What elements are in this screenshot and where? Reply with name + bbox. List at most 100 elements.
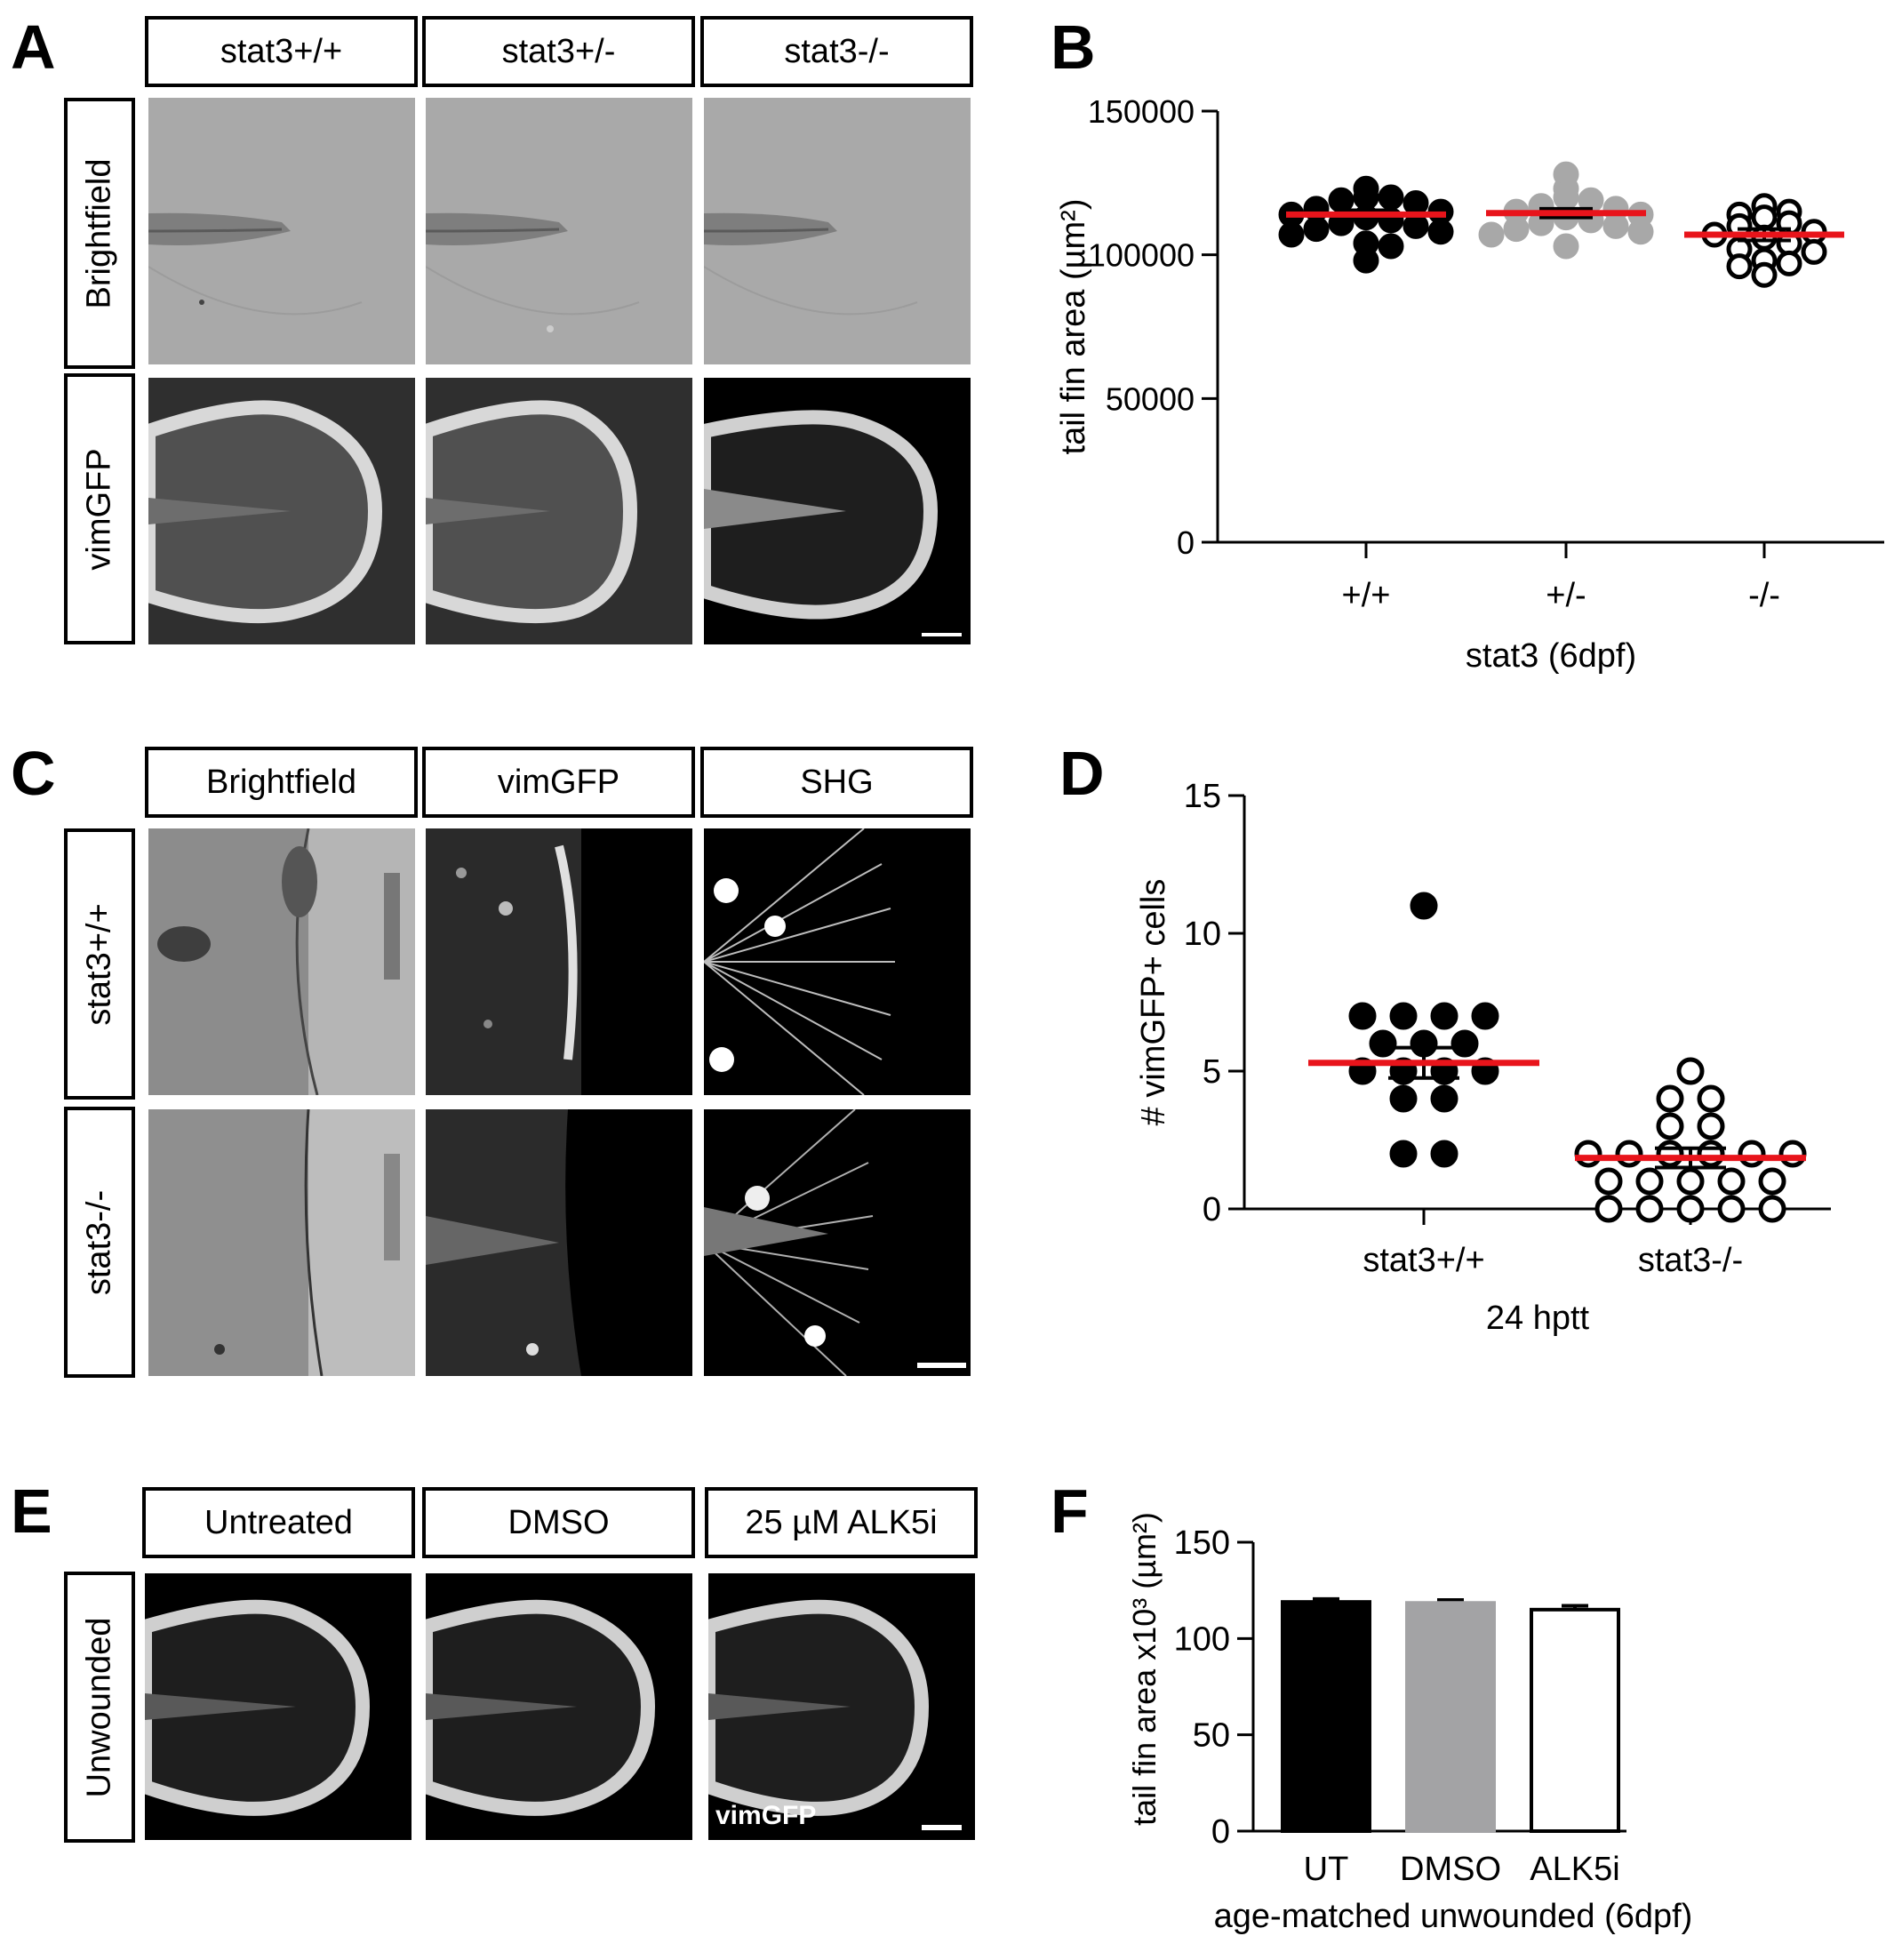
- y-tick-label: 0: [1203, 1191, 1221, 1228]
- x-axis-title: age-matched unwounded (6dpf): [1214, 1898, 1693, 1935]
- x-tick-label: ALK5i: [1530, 1851, 1619, 1888]
- micrograph-e-untreated: [145, 1573, 412, 1840]
- x-axis-title: stat3 (6dpf): [1466, 637, 1636, 675]
- column-header-c-1: Brightfield: [145, 747, 418, 818]
- data-point: [1278, 221, 1305, 248]
- data-point: [1751, 261, 1778, 288]
- x-tick-label: -/-: [1748, 577, 1780, 614]
- data-point: [1389, 1084, 1418, 1113]
- micrograph-e-dmso: [426, 1573, 692, 1840]
- data-point: [1627, 219, 1654, 245]
- row-header-e-1: Unwounded: [64, 1572, 135, 1843]
- column-header-c-2: vimGFP: [422, 747, 695, 818]
- data-point: [1676, 1057, 1705, 1085]
- micrograph-a-vimgfp-3: [704, 378, 971, 644]
- data-point: [1574, 1140, 1602, 1168]
- data-point: [1776, 250, 1802, 276]
- micrograph-a-brightfield-3: [704, 98, 971, 364]
- data-point: [1594, 1195, 1623, 1223]
- data-point: [1656, 1140, 1684, 1168]
- y-tick-label: 0: [1211, 1813, 1230, 1851]
- x-axis-title: 24 hptt: [1486, 1300, 1590, 1337]
- y-tick-label: 10: [1184, 916, 1221, 953]
- y-tick-label: 100: [1174, 1620, 1230, 1658]
- data-point: [1427, 219, 1454, 245]
- data-point: [1353, 247, 1379, 274]
- data-point: [1471, 1002, 1499, 1030]
- data-point: [1801, 238, 1827, 265]
- data-point: [1635, 1167, 1664, 1196]
- micrograph-c-shg-2: [704, 1109, 971, 1376]
- y-axis-title: tail fin area (µm²): [1055, 199, 1092, 455]
- data-point: [1450, 1029, 1479, 1058]
- x-tick-label: stat3+/+: [1363, 1242, 1484, 1279]
- row-header-label: vimGFP: [80, 447, 118, 571]
- bar: [1530, 1607, 1620, 1833]
- data-point: [1778, 1140, 1807, 1168]
- y-tick-label: 15: [1184, 778, 1221, 815]
- row-header-label: stat3-/-: [80, 1189, 118, 1295]
- row-header-c-2: stat3-/-: [64, 1107, 135, 1378]
- row-header-a-2: vimGFP: [64, 373, 135, 644]
- panel-label-c: C: [11, 739, 56, 808]
- micrograph-e-alk5i: vimGFP: [708, 1573, 975, 1840]
- micrograph-c-vimgfp-2: [426, 1109, 692, 1376]
- bar: [1405, 1601, 1496, 1833]
- data-point: [1758, 1195, 1786, 1223]
- micrograph-a-brightfield-2: [426, 98, 692, 364]
- chart-f: 0 50 100 150 UT DMSO ALK5i age-matched unwounde…: [1084, 1476, 1902, 1956]
- x-tick-label: DMSO: [1400, 1851, 1501, 1888]
- row-header-c-1: stat3+/+: [64, 828, 135, 1100]
- x-tick-label: +/+: [1342, 577, 1391, 614]
- data-point: [1430, 1084, 1458, 1113]
- panel-label-b: B: [1051, 12, 1096, 82]
- data-point: [1602, 212, 1629, 239]
- data-point: [1697, 1140, 1725, 1168]
- data-point: [1697, 1084, 1725, 1113]
- chart-b: 0 50000 100000 150000 +/+ +/- -/- stat3 (6dpf) t…: [1031, 89, 1902, 702]
- data-point: [1303, 216, 1330, 243]
- y-axis-title: tail fin area x10³ (µm²): [1126, 1512, 1163, 1826]
- micrograph-a-vimgfp-2: [426, 378, 692, 644]
- data-point: [1758, 1167, 1786, 1196]
- data-point: [1403, 212, 1429, 239]
- panel-label-f: F: [1051, 1476, 1089, 1546]
- column-header-e-2: DMSO: [422, 1487, 695, 1558]
- data-point: [1328, 187, 1355, 213]
- y-tick-label: 150000: [1088, 93, 1195, 130]
- data-point: [1615, 1140, 1643, 1168]
- micrograph-c-brightfield-1: [148, 828, 415, 1095]
- y-tick-label: 5: [1203, 1053, 1221, 1091]
- y-tick-label: 50000: [1106, 380, 1195, 417]
- data-point: [1594, 1167, 1623, 1196]
- channel-label: vimGFP: [715, 1801, 817, 1830]
- data-point: [1403, 189, 1429, 216]
- data-point: [1389, 1002, 1418, 1030]
- row-header-label: Unwounded: [80, 1617, 118, 1797]
- row-header-a-1: Brightfield: [64, 98, 135, 369]
- data-point: [1717, 1195, 1746, 1223]
- column-header-c-3: SHG: [700, 747, 973, 818]
- data-point: [1697, 1112, 1725, 1140]
- row-header-label: stat3+/+: [80, 902, 118, 1026]
- data-point: [1738, 1140, 1766, 1168]
- column-header-e-1: Untreated: [142, 1487, 415, 1558]
- chart-d: 0 5 10 15 stat3+/+ stat3-/- 24 hptt # vimGFP+ c…: [1093, 764, 1902, 1351]
- micrograph-a-brightfield-1: [148, 98, 415, 364]
- x-tick-label: stat3-/-: [1638, 1242, 1743, 1279]
- data-point: [1389, 1140, 1418, 1168]
- data-point: [1348, 1002, 1377, 1030]
- chart-b-svg: 0 50000 100000 150000 +/+ +/- -/- stat3 (6dpf) t…: [1055, 93, 1884, 675]
- column-header-e-3: 25 µM ALK5i: [705, 1487, 978, 1558]
- data-point: [1676, 1167, 1705, 1196]
- micrograph-a-vimgfp-1: [148, 378, 415, 644]
- panel-label-d: D: [1059, 739, 1105, 808]
- data-point: [1369, 1029, 1397, 1058]
- panel-label-a: A: [11, 12, 56, 82]
- micrograph-c-shg-1: [704, 828, 971, 1095]
- micrograph-c-vimgfp-1: [426, 828, 692, 1095]
- micrograph-c-brightfield-2: [148, 1109, 415, 1376]
- data-point: [1656, 1112, 1684, 1140]
- column-header-a-3: stat3-/-: [700, 16, 973, 87]
- x-tick-label: UT: [1304, 1851, 1349, 1888]
